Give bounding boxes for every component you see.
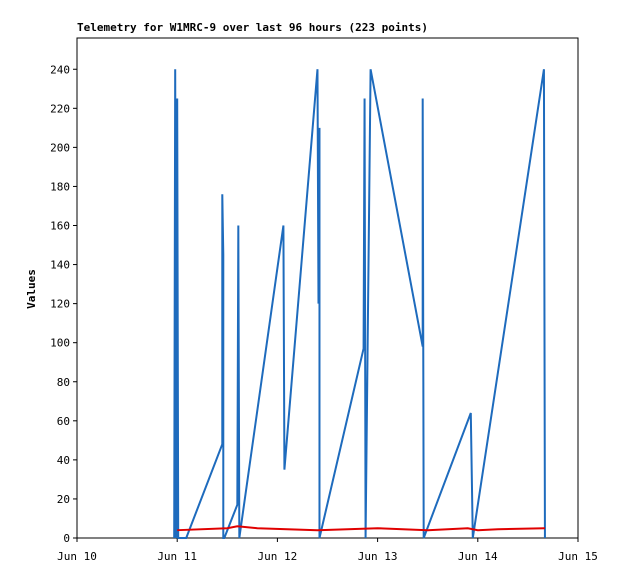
y-tick-label: 80 xyxy=(57,376,70,389)
y-tick-label: 100 xyxy=(50,337,70,350)
x-tick-label: Jun 10 xyxy=(57,550,97,563)
y-tick-label: 160 xyxy=(50,220,70,233)
y-tick-label: 180 xyxy=(50,180,70,193)
x-tick-label: Jun 15 xyxy=(558,550,598,563)
y-tick-label: 200 xyxy=(50,141,70,154)
y-tick-label: 0 xyxy=(63,532,70,545)
x-tick-label: Jun 14 xyxy=(458,550,498,563)
y-tick-label: 60 xyxy=(57,415,70,428)
x-tick-label: Jun 11 xyxy=(157,550,197,563)
chart-title: Telemetry for W1MRC-9 over last 96 hours… xyxy=(77,21,428,34)
series-line xyxy=(177,525,545,532)
plot-frame xyxy=(76,37,579,539)
y-tick-label: 220 xyxy=(50,102,70,115)
y-tick-label: 120 xyxy=(50,298,70,311)
x-tick-label: Jun 13 xyxy=(358,550,398,563)
x-tick-label: Jun 12 xyxy=(258,550,298,563)
y-tick-label: 20 xyxy=(57,493,70,506)
y-tick-label: 140 xyxy=(50,259,70,272)
y-tick-label: 240 xyxy=(50,63,70,76)
series-line xyxy=(173,69,546,539)
y-axis-label: Values xyxy=(25,269,38,309)
y-tick-label: 40 xyxy=(57,454,70,467)
